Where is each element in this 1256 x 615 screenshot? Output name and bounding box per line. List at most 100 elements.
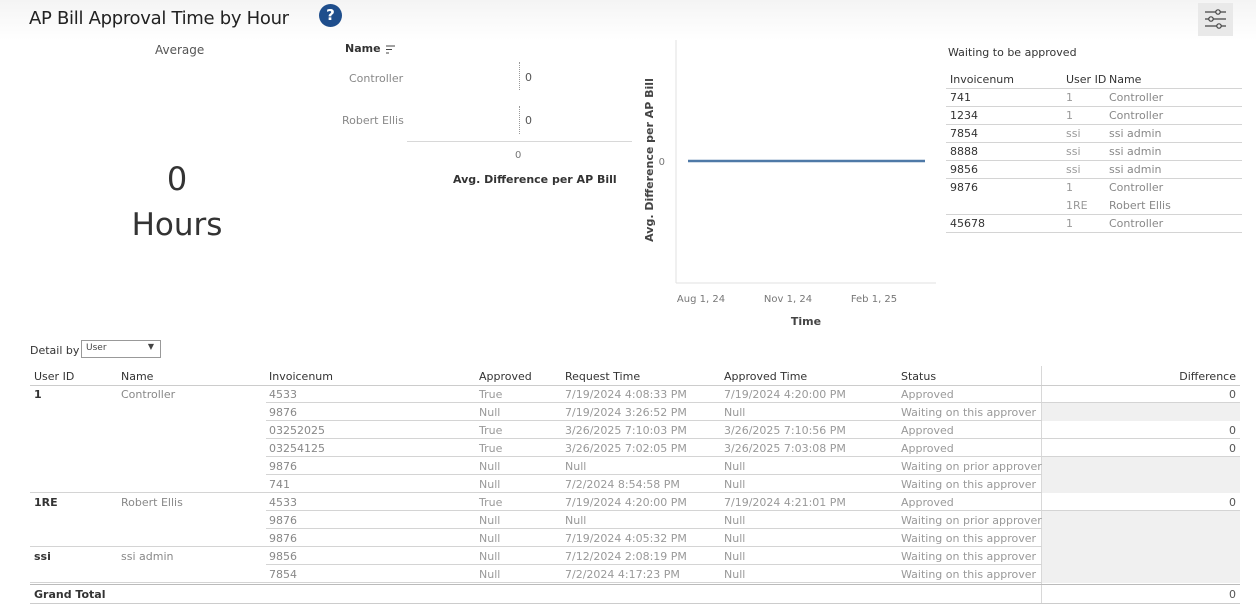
cell-invoicenum: 9876 <box>269 460 297 473</box>
cell-approved: Null <box>479 406 501 419</box>
table-row[interactable]: 9876 Null Null Null Waiting on prior approve… <box>30 511 1240 529</box>
waiting-col-userid[interactable]: User ID <box>1066 73 1107 86</box>
empty-difference-cell <box>1042 475 1240 493</box>
waiting-invoicenum: 741 <box>950 91 971 104</box>
empty-difference-cell <box>1042 403 1240 421</box>
row-divider <box>266 420 1240 421</box>
cell-difference: 0 <box>1229 442 1236 455</box>
sort-icon <box>386 45 396 53</box>
row-divider <box>266 564 1240 565</box>
kpi-unit: Hours <box>131 207 223 243</box>
table-row[interactable]: 9876 Null 7/19/2024 4:05:32 PM Null Waiting … <box>30 529 1240 547</box>
bar-controller <box>519 62 520 90</box>
waiting-title: Waiting to be approved <box>948 46 1077 59</box>
cell-approved: Null <box>479 568 501 581</box>
waiting-invoicenum: 8888 <box>950 145 978 158</box>
waiting-row: 9876 1 Controller <box>946 178 1242 196</box>
sort-header-name[interactable]: Name <box>345 42 396 55</box>
waiting-row: 8888 ssi ssi admin <box>946 142 1242 161</box>
help-icon[interactable]: ? <box>319 4 342 27</box>
cell-request-time: 7/19/2024 3:26:52 PM <box>565 406 687 419</box>
table-row[interactable]: ssi ssi admin 9856 Null 7/12/2024 2:08:19 PM… <box>30 547 1240 565</box>
x-axis-title: Time <box>791 315 821 328</box>
waiting-name: ssi admin <box>1109 127 1162 140</box>
x-tick-feb: Feb 1, 25 <box>851 294 897 305</box>
y-tick-0: 0 <box>659 157 665 168</box>
waiting-row: 1234 1 Controller <box>946 106 1242 125</box>
cell-request-time: 3/26/2025 7:02:05 PM <box>565 442 687 455</box>
cell-approved: Null <box>479 460 501 473</box>
cell-status: Approved <box>901 496 954 509</box>
waiting-name: ssi admin <box>1109 145 1162 158</box>
col-header-approved[interactable]: Approved <box>479 370 532 383</box>
waiting-userid: 1 <box>1066 181 1073 194</box>
empty-difference-cell <box>1042 529 1240 547</box>
cell-invoicenum: 9876 <box>269 406 297 419</box>
cell-invoicenum: 741 <box>269 478 290 491</box>
chevron-down-icon: ▼ <box>147 342 154 351</box>
cell-invoicenum: 7854 <box>269 568 297 581</box>
cell-status: Waiting on this approver <box>901 406 1037 419</box>
cell-invoicenum: 4533 <box>269 496 297 509</box>
detail-by-value: User <box>86 343 107 353</box>
cell-request-time: 7/19/2024 4:20:00 PM <box>565 496 687 509</box>
waiting-invoicenum: 9856 <box>950 163 978 176</box>
cell-status: Approved <box>901 442 954 455</box>
table-row[interactable]: 741 Null 7/2/2024 8:54:58 PM Null Waiting on… <box>30 475 1240 493</box>
bar-label-robert-ellis: Robert Ellis <box>342 114 404 127</box>
bar-value-robert-ellis: 0 <box>525 114 532 127</box>
table-row[interactable]: 9876 Null 7/19/2024 3:26:52 PM Null Waiting … <box>30 403 1240 421</box>
table-row[interactable]: 7854 Null 7/2/2024 4:17:23 PM Null Waiting o… <box>30 565 1240 583</box>
col-header-difference[interactable]: Difference <box>1179 370 1236 383</box>
filter-toggle-button[interactable] <box>1198 3 1233 36</box>
row-divider <box>266 438 1240 439</box>
cell-difference: 0 <box>1229 388 1236 401</box>
grand-total-row: Grand Total 0 <box>30 584 1240 604</box>
cell-approved-time: Null <box>724 406 746 419</box>
cell-approved-time: Null <box>724 550 746 563</box>
table-row[interactable]: 1RE Robert Ellis 4533 True 7/19/2024 4:20:00… <box>30 493 1240 511</box>
cell-invoicenum: 03252025 <box>269 424 325 437</box>
detail-by-select[interactable]: User ▼ <box>81 340 161 358</box>
grand-total-label: Grand Total <box>34 588 106 601</box>
empty-difference-cell <box>1042 457 1240 475</box>
cell-name: ssi admin <box>121 550 174 563</box>
col-header-invoicenum[interactable]: Invoicenum <box>269 370 333 383</box>
table-row[interactable]: 03254125 True 3/26/2025 7:02:05 PM 3/26/202… <box>30 439 1240 457</box>
cell-userid: ssi <box>34 550 51 563</box>
cell-userid: 1RE <box>34 496 58 509</box>
waiting-col-invoicenum[interactable]: Invoicenum <box>950 73 1014 86</box>
cell-approved-time: Null <box>724 568 746 581</box>
table-row[interactable]: 9876 Null Null Null Waiting on prior approve… <box>30 457 1240 475</box>
cell-invoicenum: 9876 <box>269 532 297 545</box>
waiting-col-name[interactable]: Name <box>1109 73 1142 86</box>
cell-request-time: 7/12/2024 2:08:19 PM <box>565 550 687 563</box>
cell-request-time: 7/2/2024 8:54:58 PM <box>565 478 680 491</box>
waiting-userid: ssi <box>1066 145 1081 158</box>
title-bar <box>0 0 1256 40</box>
dashboard-title: AP Bill Approval Time by Hour <box>29 8 289 29</box>
waiting-userid: 1RE <box>1066 199 1088 212</box>
col-header-request-time[interactable]: Request Time <box>565 370 641 383</box>
col-header-name[interactable]: Name <box>121 370 154 383</box>
waiting-invoicenum: 7854 <box>950 127 978 140</box>
table-row[interactable]: 1 Controller 4533 True 7/19/2024 4:08:33 PM 7… <box>30 385 1240 403</box>
cell-approved: True <box>479 424 503 437</box>
cell-approved-time: Null <box>724 478 746 491</box>
table-row[interactable]: 03252025 True 3/26/2025 7:10:03 PM 3/26/202… <box>30 421 1240 439</box>
col-header-approved-time[interactable]: Approved Time <box>724 370 808 383</box>
row-divider <box>30 492 1240 493</box>
cell-approved-time: Null <box>724 514 746 527</box>
sort-header-label: Name <box>345 42 381 55</box>
cell-userid: 1 <box>34 388 42 401</box>
col-header-userid[interactable]: User ID <box>34 370 75 383</box>
cell-status: Waiting on this approver <box>901 550 1037 563</box>
empty-difference-cell <box>1042 565 1240 583</box>
cell-status: Waiting on prior approver <box>901 514 1042 527</box>
waiting-userid: 1 <box>1066 91 1073 104</box>
col-header-status[interactable]: Status <box>901 370 937 383</box>
row-divider <box>30 582 1240 583</box>
cell-name: Robert Ellis <box>121 496 183 509</box>
waiting-userid: ssi <box>1066 127 1081 140</box>
cell-approved-time: 7/19/2024 4:21:01 PM <box>724 496 846 509</box>
